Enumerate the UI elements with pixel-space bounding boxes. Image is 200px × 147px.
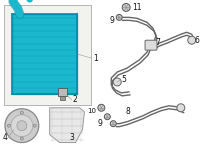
FancyBboxPatch shape [145,40,157,50]
Circle shape [11,115,33,137]
Circle shape [33,124,36,127]
Circle shape [5,109,39,143]
Circle shape [17,121,27,131]
Text: 9: 9 [97,119,102,128]
Circle shape [7,124,10,127]
Text: 10: 10 [87,108,96,114]
Bar [4,5,91,105]
Circle shape [116,14,122,20]
Bar [58,88,67,96]
Circle shape [104,114,110,120]
Text: 2: 2 [73,95,77,104]
Text: 7: 7 [155,38,160,47]
Circle shape [177,104,185,112]
Circle shape [98,104,105,111]
Text: 1: 1 [93,54,98,63]
Text: 5: 5 [121,75,126,85]
Text: 3: 3 [70,133,74,142]
Polygon shape [50,108,84,143]
Circle shape [113,78,121,86]
Text: 11: 11 [132,3,142,12]
Text: 9: 9 [109,16,114,25]
Circle shape [188,36,196,44]
Circle shape [20,137,23,140]
Text: 8: 8 [125,107,130,116]
Bar [60,96,65,100]
Text: 6: 6 [195,36,200,45]
Circle shape [20,111,23,114]
Text: 4: 4 [3,133,8,142]
Circle shape [122,4,130,11]
Bar [12,14,77,94]
Circle shape [110,121,116,127]
